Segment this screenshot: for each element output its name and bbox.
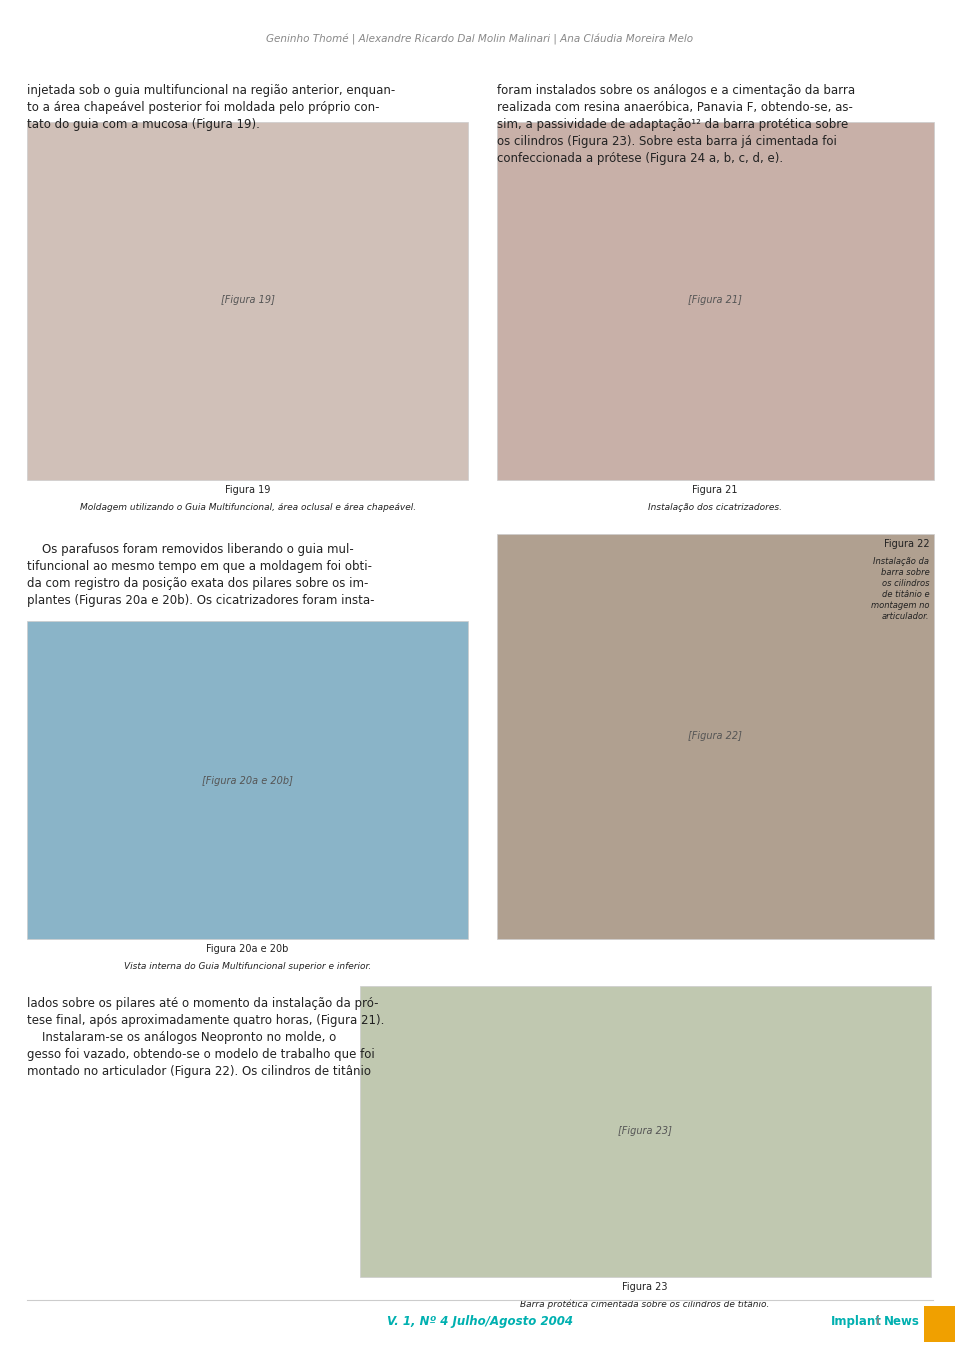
Text: 309: 309 <box>927 1315 952 1328</box>
Text: Figura 21: Figura 21 <box>692 485 738 494</box>
Text: Instalação da
barra sobre
os cilindros
de titânio e
montagem no
articulador.: Instalação da barra sobre os cilindros d… <box>871 557 929 621</box>
Text: News: News <box>884 1315 920 1328</box>
FancyBboxPatch shape <box>924 1306 955 1342</box>
Text: V. 1, Nº 4 Julho/Agosto 2004: V. 1, Nº 4 Julho/Agosto 2004 <box>387 1315 573 1328</box>
Text: i: i <box>876 1315 880 1328</box>
FancyBboxPatch shape <box>27 621 468 939</box>
FancyBboxPatch shape <box>360 986 931 1277</box>
Text: [Figura 23]: [Figura 23] <box>618 1125 672 1136</box>
Text: Implant: Implant <box>830 1315 881 1328</box>
FancyBboxPatch shape <box>497 534 934 939</box>
Text: [Figura 20a e 20b]: [Figura 20a e 20b] <box>203 775 293 786</box>
Text: Moldagem utilizando o Guia Multifuncional, área oclusal e área chapeável.: Moldagem utilizando o Guia Multifunciona… <box>80 503 416 512</box>
Text: Geninho Thomé | Alexandre Ricardo Dal Molin Malinari | Ana Cláudia Moreira Melo: Geninho Thomé | Alexandre Ricardo Dal Mo… <box>267 34 693 45</box>
Text: Vista interna do Guia Multifuncional superior e inferior.: Vista interna do Guia Multifuncional sup… <box>124 962 372 971</box>
FancyBboxPatch shape <box>497 122 934 480</box>
Text: [Figura 21]: [Figura 21] <box>688 295 742 305</box>
Text: Instalação dos cicatrizadores.: Instalação dos cicatrizadores. <box>648 503 782 512</box>
Text: Figura 19: Figura 19 <box>225 485 271 494</box>
Text: foram instalados sobre os análogos e a cimentação da barra
realizada com resina : foram instalados sobre os análogos e a c… <box>497 84 855 165</box>
Text: Figura 23: Figura 23 <box>622 1282 668 1292</box>
Text: lados sobre os pilares até o momento da instalação da pró-
tese final, após apro: lados sobre os pilares até o momento da … <box>27 997 384 1078</box>
Text: Barra protética cimentada sobre os cilindros de titânio.: Barra protética cimentada sobre os cilin… <box>520 1300 770 1309</box>
Text: injetada sob o guia multifuncional na região anterior, enquan-
to a área chapeáv: injetada sob o guia multifuncional na re… <box>27 84 396 131</box>
Text: [Figura 19]: [Figura 19] <box>221 295 275 305</box>
Text: Os parafusos foram removidos liberando o guia mul-
tifuncional ao mesmo tempo em: Os parafusos foram removidos liberando o… <box>27 543 374 607</box>
Text: Figura 22: Figura 22 <box>883 539 929 549</box>
Text: Figura 20a e 20b: Figura 20a e 20b <box>206 944 289 954</box>
FancyBboxPatch shape <box>27 122 468 480</box>
Text: [Figura 22]: [Figura 22] <box>688 731 742 742</box>
